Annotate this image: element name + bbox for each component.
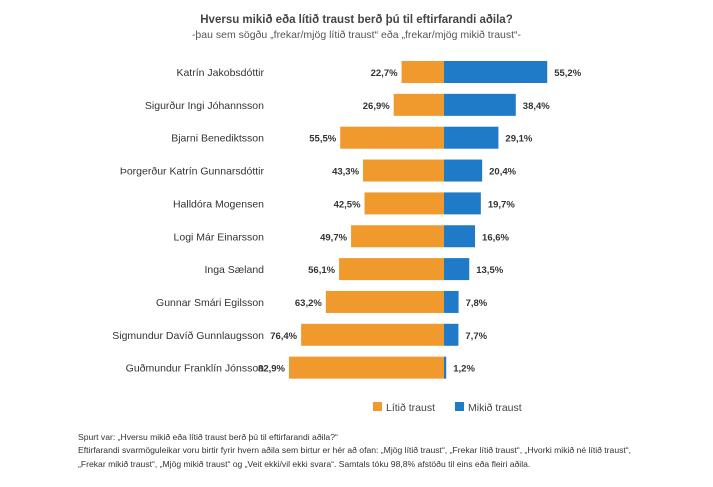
category-label: Katrín Jakobsdóttir — [176, 67, 264, 79]
data-label-mikid-traust: 13,5% — [476, 265, 503, 276]
bar-litid-traust — [364, 192, 444, 215]
bar-mikid-traust — [444, 323, 459, 346]
bar-litid-traust — [340, 126, 444, 149]
diverging-bar-chart: Katrín Jakobsdóttir 22,7% 55,2% Sigurður In… — [112, 61, 582, 414]
category-label: Þorgerður Katrín Gunnarsdóttir — [120, 166, 265, 178]
data-label-litid-traust: 22,7% — [371, 68, 398, 79]
data-label-mikid-traust: 20,4% — [489, 167, 516, 178]
category-label: Guðmundur Franklín Jónsson — [126, 363, 264, 375]
data-label-mikid-traust: 16,6% — [482, 232, 509, 243]
data-label-litid-traust: 26,9% — [363, 101, 390, 112]
data-label-litid-traust: 82,9% — [258, 364, 285, 375]
footnote-line: Eftirfarandi svarmöguleikar voru birtir … — [78, 445, 632, 456]
bar-mikid-traust — [444, 258, 470, 281]
category-label: Halldóra Mogensen — [173, 198, 264, 210]
bar-mikid-traust — [444, 61, 548, 83]
bar-litid-traust — [301, 323, 444, 346]
bar-litid-traust — [401, 61, 444, 83]
data-label-mikid-traust: 55,2% — [554, 68, 581, 79]
category-label: Bjarni Benediktsson — [171, 133, 264, 145]
data-label-litid-traust: 43,3% — [332, 167, 359, 178]
footnote: Spurt var: „Hversu mikið eða lítið traus… — [78, 431, 698, 471]
bar-mikid-traust — [444, 290, 459, 313]
footnote-line: „Frekar mikið traust“, „Mjög mikið traus… — [78, 458, 531, 469]
data-label-litid-traust: 55,5% — [309, 134, 336, 145]
legend-label-mikid-traust: Mikið traust — [468, 402, 522, 414]
bar-mikid-traust — [444, 192, 481, 215]
bar-litid-traust — [363, 159, 444, 182]
bar-mikid-traust — [444, 93, 516, 116]
bar-litid-traust — [393, 93, 444, 116]
category-label: Sigmundur Davíð Gunnlaugsson — [112, 330, 264, 342]
bar-mikid-traust — [444, 356, 447, 379]
data-label-litid-traust: 56,1% — [308, 265, 335, 276]
data-label-mikid-traust: 38,4% — [523, 101, 550, 112]
legend-swatch-mikid-traust — [455, 402, 464, 411]
data-label-mikid-traust: 7,8% — [466, 298, 488, 309]
data-label-litid-traust: 49,7% — [320, 232, 347, 243]
category-label: Logi Már Einarsson — [174, 231, 265, 243]
data-label-mikid-traust: 19,7% — [488, 199, 515, 210]
category-label: Sigurður Ingi Jóhannsson — [145, 100, 264, 112]
bar-litid-traust — [351, 225, 444, 248]
legend-swatch-litid-traust — [373, 402, 382, 411]
bar-mikid-traust — [444, 225, 476, 248]
data-label-litid-traust: 42,5% — [334, 199, 361, 210]
bar-litid-traust — [339, 258, 444, 281]
bar-litid-traust — [325, 290, 444, 313]
category-label: Inga Sæland — [204, 264, 264, 276]
data-label-mikid-traust: 29,1% — [505, 134, 532, 145]
data-label-litid-traust: 63,2% — [295, 298, 322, 309]
bar-mikid-traust — [444, 159, 483, 182]
chart-title: Hversu mikið eða lítið traust berð þú ti… — [200, 14, 513, 26]
data-label-litid-traust: 76,4% — [270, 331, 297, 342]
data-label-mikid-traust: 1,2% — [453, 364, 475, 375]
footnote-line: Spurt var: „Hversu mikið eða lítið traus… — [78, 432, 338, 442]
category-label: Gunnar Smári Egilsson — [156, 297, 264, 309]
bar-mikid-traust — [444, 126, 499, 149]
chart-subtitle: -þau sem sögðu „frekar/mjög lítið traust… — [191, 29, 522, 41]
data-label-mikid-traust: 7,7% — [465, 331, 487, 342]
bar-litid-traust — [288, 356, 444, 379]
legend-label-litid-traust: Lítið traust — [386, 402, 435, 414]
